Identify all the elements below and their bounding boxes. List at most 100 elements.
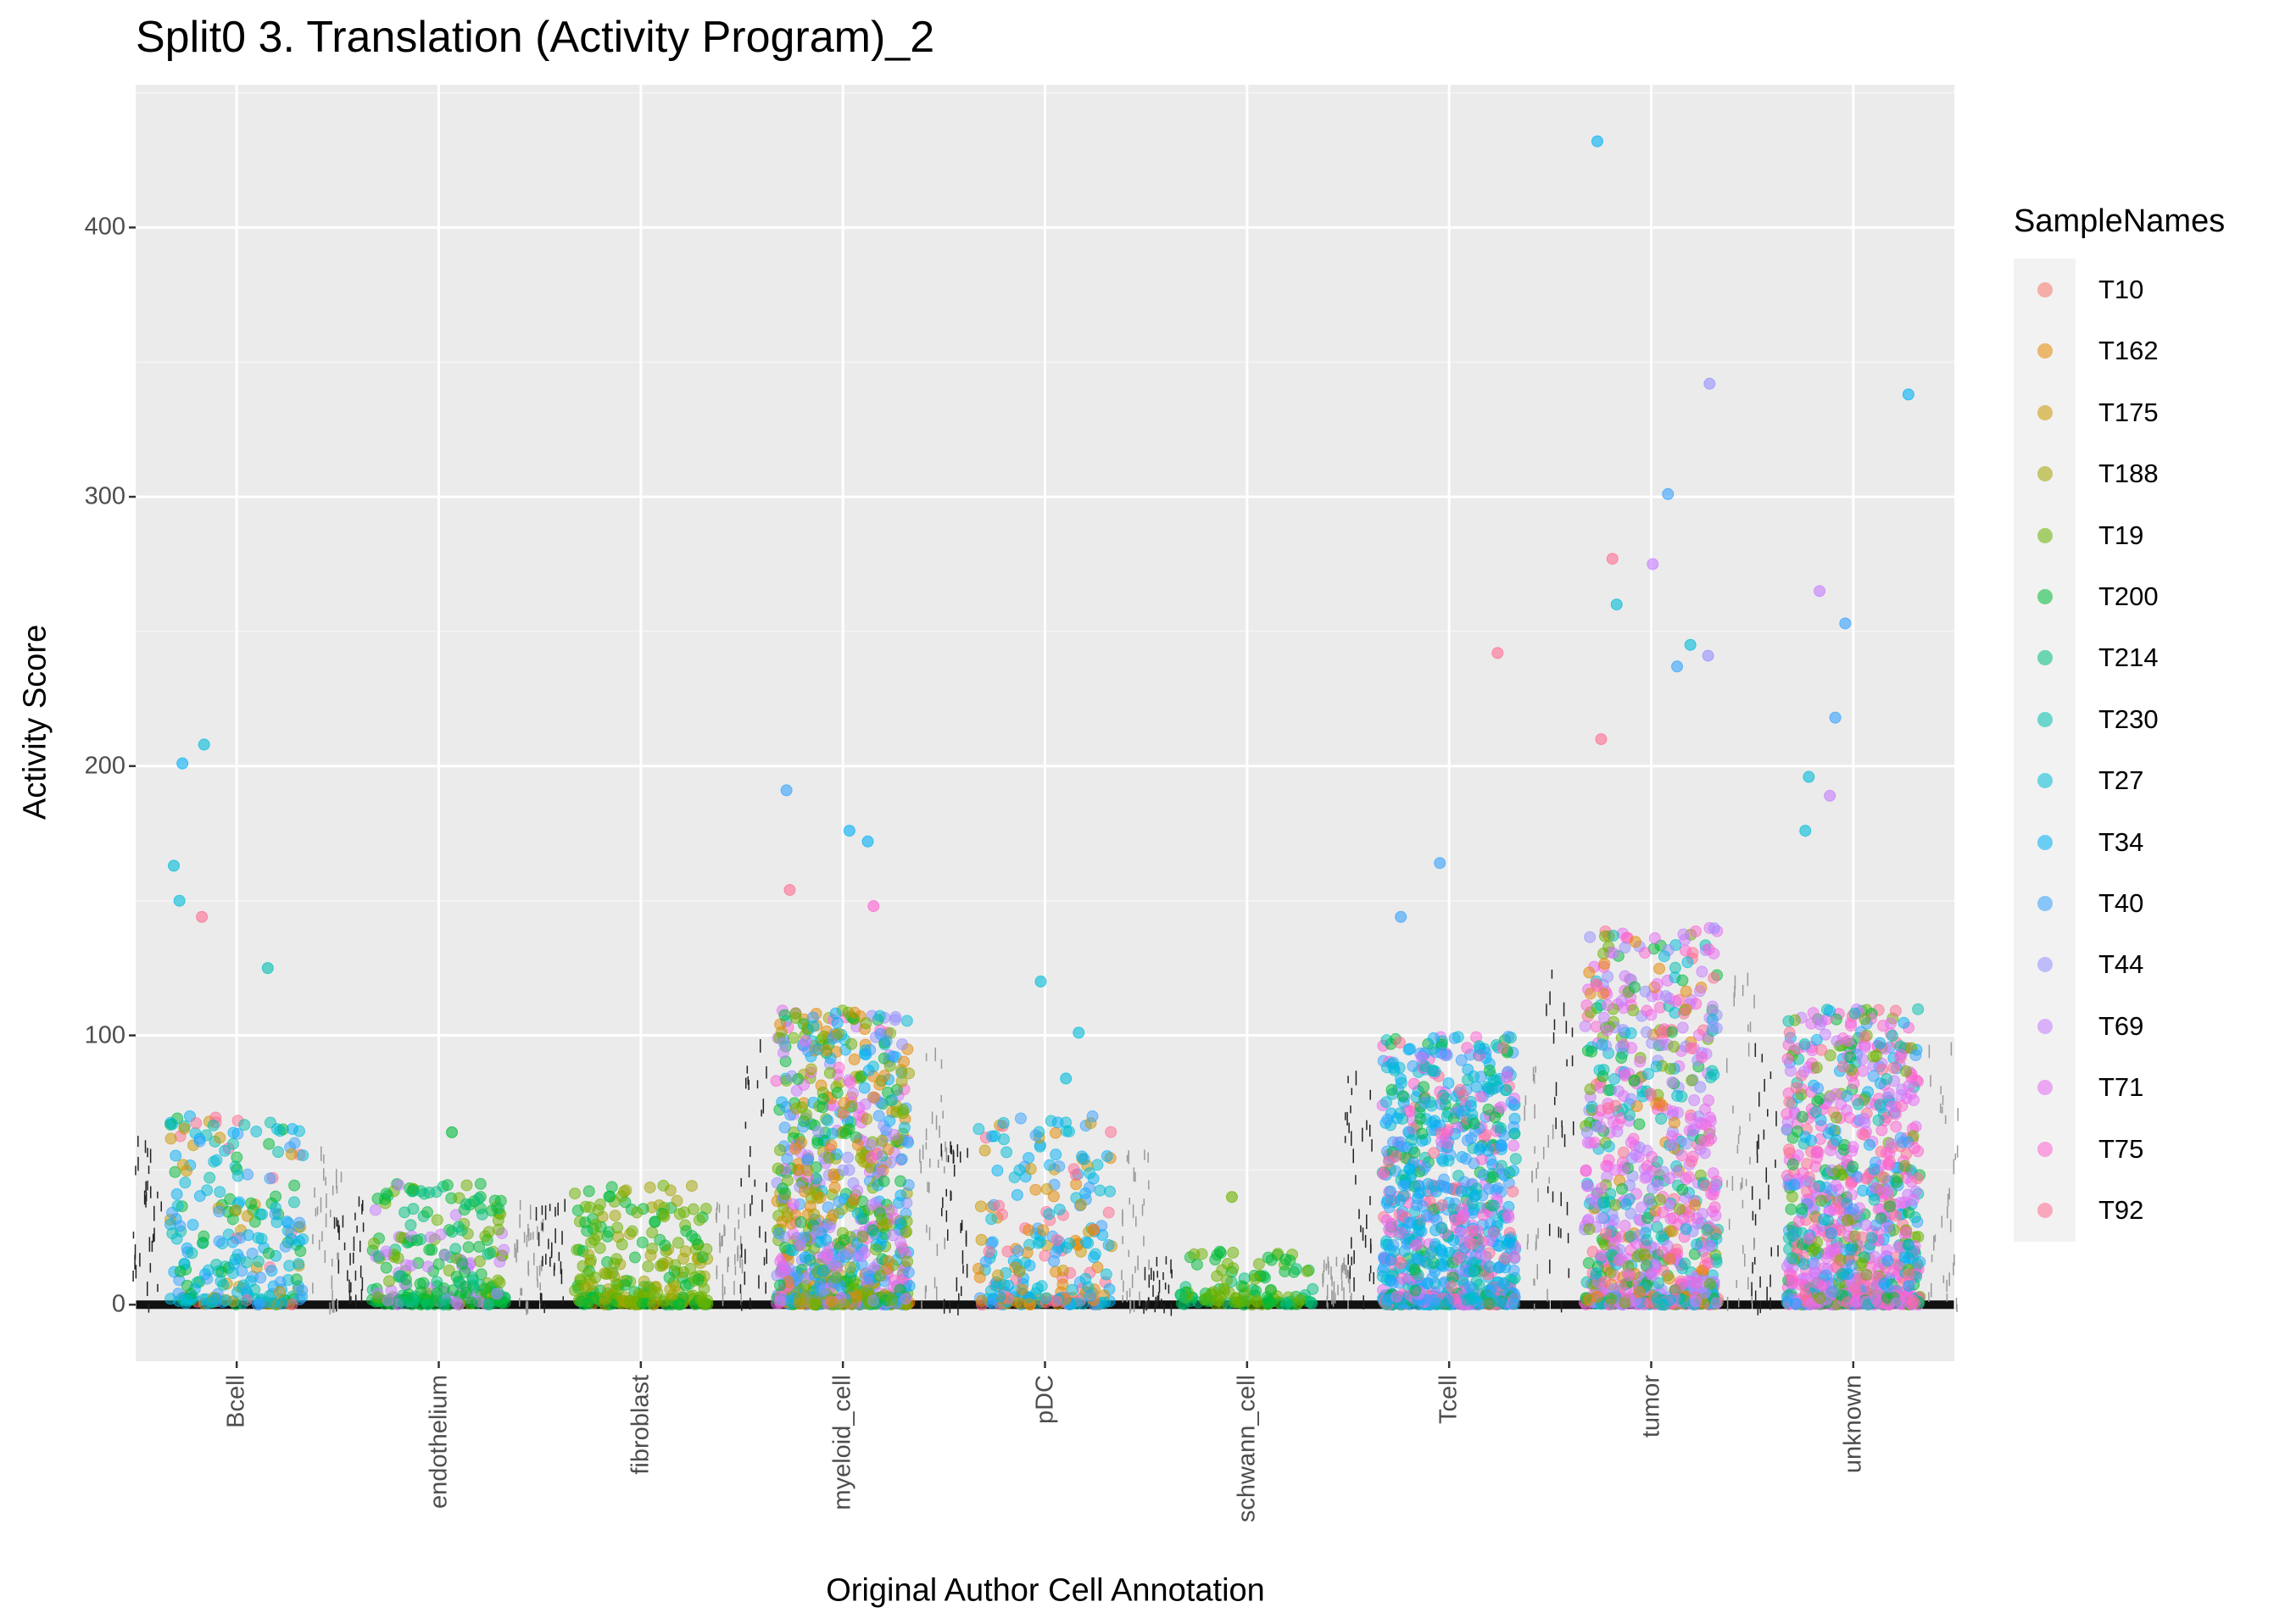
data-point <box>1053 1160 1066 1173</box>
data-point <box>1590 1267 1602 1280</box>
data-point <box>1507 1165 1520 1177</box>
data-point <box>1483 1065 1496 1077</box>
data-point <box>286 1122 298 1135</box>
data-point <box>975 1294 988 1307</box>
data-point <box>873 1078 886 1091</box>
data-point <box>1104 1185 1117 1198</box>
data-point <box>1385 1254 1397 1266</box>
data-point <box>864 1138 877 1151</box>
data-point <box>638 1275 650 1288</box>
data-point <box>1701 1224 1714 1237</box>
data-point <box>1667 1105 1680 1118</box>
data-point <box>1845 1020 1858 1032</box>
data-point <box>1501 1071 1513 1083</box>
data-point <box>845 1037 858 1050</box>
data-point <box>1001 1245 1014 1258</box>
data-point <box>1590 977 1602 990</box>
data-point <box>1406 1133 1418 1146</box>
data-point <box>288 1179 301 1192</box>
data-point <box>404 1219 417 1232</box>
data-point <box>1640 1026 1652 1038</box>
data-point <box>1415 1051 1428 1064</box>
data-point <box>286 1299 298 1311</box>
data-point <box>1418 1081 1430 1093</box>
data-point <box>781 1211 794 1224</box>
data-point <box>1688 1093 1701 1106</box>
data-point <box>1495 1101 1507 1114</box>
data-point <box>449 1209 462 1221</box>
data-point <box>1598 958 1611 971</box>
data-point <box>1483 1182 1496 1195</box>
data-point <box>1105 1126 1117 1138</box>
data-point <box>460 1179 473 1192</box>
data-point <box>1487 1199 1500 1212</box>
data-point <box>1595 1212 1608 1225</box>
data-point <box>820 1044 833 1057</box>
data-point <box>837 1164 850 1176</box>
data-point <box>1680 1223 1692 1236</box>
data-point <box>900 1015 913 1027</box>
data-point <box>1668 1040 1680 1053</box>
data-point <box>571 1204 584 1217</box>
data-point <box>1666 1076 1679 1088</box>
data-point <box>1402 1216 1415 1229</box>
data-point <box>794 1215 807 1228</box>
data-point <box>1611 1125 1624 1137</box>
data-point <box>1658 950 1670 963</box>
data-point <box>1608 1072 1621 1085</box>
data-point <box>1619 942 1631 954</box>
data-point <box>867 1294 879 1307</box>
data-point <box>1598 930 1611 943</box>
data-point <box>1698 1134 1711 1147</box>
data-point <box>460 1198 472 1210</box>
data-point <box>1049 1126 1062 1139</box>
data-point <box>452 1299 465 1311</box>
data-point <box>601 1230 614 1243</box>
data-point <box>491 1288 504 1300</box>
data-point <box>193 1190 206 1203</box>
data-point <box>1050 1295 1062 1308</box>
data-point <box>1609 1199 1622 1211</box>
data-point <box>672 1299 685 1311</box>
data-point <box>1477 1168 1490 1181</box>
data-point <box>569 1187 582 1200</box>
data-point <box>1013 1265 1026 1277</box>
data-point <box>862 1064 875 1076</box>
chart-title: Split0 3. Translation (Activity Program)… <box>136 13 935 62</box>
data-point <box>1083 1182 1095 1194</box>
data-point <box>1395 1257 1407 1270</box>
data-point <box>465 1296 478 1309</box>
data-point <box>437 1282 450 1294</box>
data-point <box>472 1193 485 1205</box>
data-point <box>1441 1137 1453 1149</box>
data-point <box>658 1210 671 1223</box>
data-point <box>974 1200 987 1213</box>
data-point <box>789 1007 802 1020</box>
data-point <box>858 1082 871 1094</box>
data-point <box>1698 1287 1711 1299</box>
data-point <box>864 1043 877 1056</box>
data-point <box>1485 1083 1498 1096</box>
data-point <box>1652 1179 1664 1192</box>
data-point <box>1889 1004 1902 1017</box>
data-point <box>174 1220 187 1232</box>
data-point <box>1438 1173 1451 1186</box>
data-point <box>1056 1265 1069 1277</box>
data-point <box>1659 990 1672 1003</box>
data-point <box>1468 1117 1480 1130</box>
data-point <box>1886 1100 1898 1113</box>
data-point <box>264 1172 276 1185</box>
data-point <box>1447 1234 1460 1247</box>
data-point <box>1666 1138 1679 1151</box>
data-point <box>1508 1291 1521 1304</box>
data-point <box>600 1268 613 1281</box>
data-point <box>460 1287 472 1299</box>
data-point <box>240 1256 253 1269</box>
data-point <box>1454 1083 1467 1096</box>
data-point <box>1390 1290 1403 1303</box>
data-point <box>265 1265 278 1277</box>
data-point <box>1387 1239 1400 1252</box>
data-point <box>246 1247 259 1260</box>
data-point <box>1650 1060 1663 1073</box>
data-point <box>1390 1112 1403 1125</box>
